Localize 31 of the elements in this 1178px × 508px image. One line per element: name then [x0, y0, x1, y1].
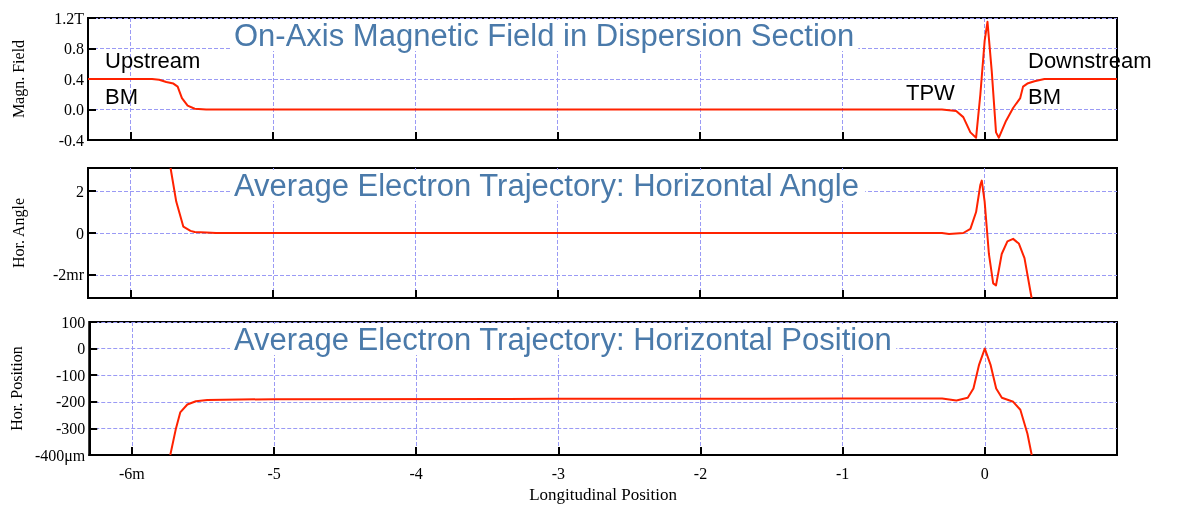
y-tick-label: -400μm [34, 446, 86, 465]
y-tick-label: 1.2T [54, 9, 85, 27]
y-axis-title: Hor. Angle [9, 197, 28, 269]
y-tick-label: 0 [77, 340, 86, 358]
y-tick-label: 2 [76, 182, 84, 200]
y-tick-label: -0.4 [58, 131, 84, 149]
y-tick-label: 0.4 [64, 70, 84, 88]
x-tick-label: -6m [119, 464, 146, 482]
x-tick-label: -2 [693, 464, 708, 482]
annotation: Upstream BM [105, 47, 201, 109]
chart-title: Average Electron Trajectory: Horizontal Angle [234, 168, 859, 203]
x-tick-label: -3 [551, 464, 566, 482]
x-tick-label: 0 [980, 464, 989, 482]
x-axis-title: Longitudinal Position [529, 484, 678, 504]
y-tick-label: -100 [55, 366, 86, 384]
y-axis-title: Hor. Position [7, 346, 25, 431]
x-tick-label: -5 [267, 464, 281, 482]
y-tick-label: -200 [55, 393, 86, 411]
chart-title: On-Axis Magnetic Field in Dispersion Section [234, 18, 855, 53]
annotation: TPW [906, 79, 956, 105]
x-tick-label: -1 [835, 464, 850, 482]
y-tick-label: 0 [76, 224, 84, 242]
x-tick-label: -4 [409, 464, 423, 482]
chart-title: Average Electron Trajectory: Horizontal Position [234, 322, 892, 357]
y-tick-label: 0.8 [64, 40, 84, 57]
y-tick-label: 100 [61, 313, 86, 331]
y-axis-title: Magn. Field [9, 39, 28, 119]
y-tick-label: 0.0 [64, 101, 84, 118]
y-tick-label: -300 [55, 419, 86, 437]
line-series [169, 167, 1033, 299]
y-tick-label: -2mr [52, 266, 85, 284]
